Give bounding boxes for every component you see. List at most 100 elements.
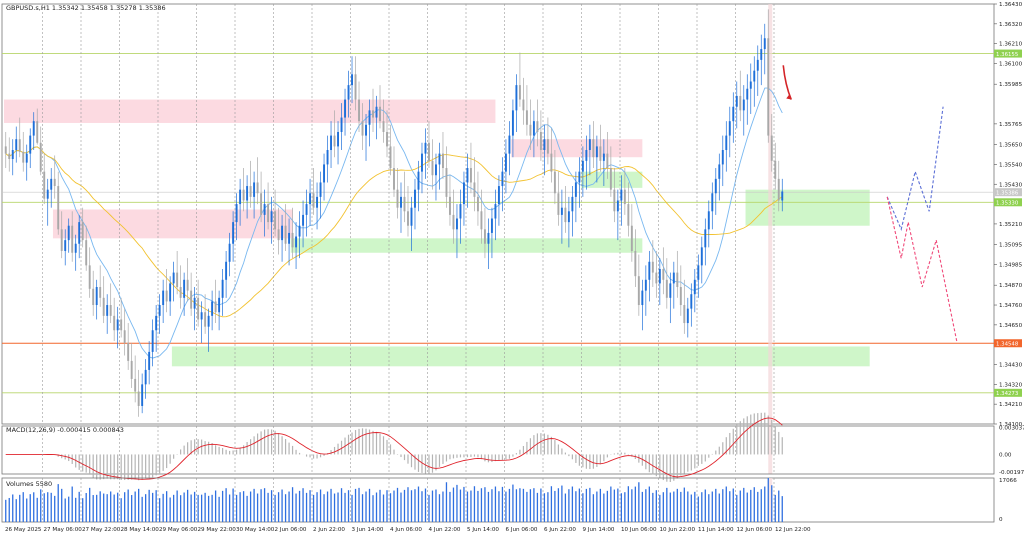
candle-body: [536, 121, 539, 132]
candle-body: [281, 225, 284, 241]
candle-body: [207, 315, 210, 327]
candle-body: [543, 139, 546, 151]
candle-body: [29, 135, 32, 154]
candle-body: [225, 261, 228, 280]
candle-body: [522, 99, 525, 111]
candle-body: [197, 297, 200, 320]
candle-body: [361, 121, 364, 136]
candle-body: [676, 272, 679, 288]
candle-body: [274, 211, 277, 230]
price-tick-label: 1.34985: [999, 262, 1023, 268]
candle-body: [634, 250, 637, 277]
candle-body: [235, 204, 238, 223]
price-tick-label: 1.35985: [999, 82, 1023, 88]
candle-body: [749, 81, 752, 89]
candle-body: [155, 315, 158, 331]
candle-body: [50, 178, 53, 190]
candle-body: [298, 225, 301, 237]
supply-zone: [52, 209, 293, 239]
time-tick-label: 29 May 22:00: [198, 527, 237, 533]
candle-body: [574, 182, 577, 197]
candle-body: [137, 391, 140, 406]
candle-body: [655, 272, 658, 284]
candle-body: [704, 229, 707, 248]
candle-body: [672, 272, 675, 284]
macd-pane: 0.003037 0.00 -0.001977: [1, 412, 1024, 482]
candle-body: [550, 153, 553, 172]
time-tick-label: 27 May 22:00: [82, 527, 121, 533]
candle-body: [609, 168, 612, 190]
candle-body: [403, 196, 406, 212]
candle-body: [396, 189, 399, 208]
volume-tick-label: 0: [999, 517, 1003, 523]
candle-body: [546, 139, 549, 154]
time-tick-label: 4 Jun 22:00: [429, 527, 461, 533]
candle-body: [557, 193, 560, 215]
candle-body: [337, 131, 339, 147]
candle-body: [718, 164, 721, 179]
candle-body: [648, 261, 651, 280]
price-tick-label: 1.34430: [999, 363, 1023, 369]
candle-body: [483, 229, 486, 244]
candle-body: [22, 151, 25, 163]
candle-body: [67, 225, 70, 241]
candle-body: [581, 160, 584, 172]
candle-body: [134, 378, 137, 392]
candle-body: [623, 189, 626, 205]
candle-body: [15, 139, 18, 151]
candle-body: [455, 218, 458, 230]
level-price-tag: [994, 188, 1022, 197]
candle-body: [641, 290, 644, 306]
candle-body: [249, 186, 252, 197]
candle-body: [679, 287, 682, 306]
volume-tick-label: 17066: [999, 478, 1017, 484]
demand-zone: [290, 238, 643, 253]
candle-body: [351, 74, 353, 86]
candle-body: [445, 168, 448, 197]
candle-body: [686, 308, 689, 324]
time-tick-label: 28 May 14:00: [121, 527, 160, 533]
candle-body: [319, 182, 322, 197]
macd-title: MACD(12,26,9) -0.000415 0.000843: [6, 426, 124, 434]
candle-body: [753, 70, 756, 82]
candle-body: [760, 49, 763, 60]
candle-body: [172, 272, 175, 284]
candle-body: [571, 196, 574, 212]
price-tick-label: 1.34760: [999, 303, 1023, 309]
time-tick-label: 26 May 2025: [5, 527, 42, 533]
candle-body: [358, 99, 360, 122]
candle-body: [700, 247, 703, 266]
candle-body: [218, 297, 221, 313]
candle-body: [585, 150, 588, 161]
price-tick-label: 1.35430: [999, 182, 1023, 188]
macd-pane-border: [1, 425, 995, 475]
candle-body: [232, 222, 235, 244]
candle-body: [756, 59, 759, 71]
candle-body: [382, 121, 385, 132]
candle-body: [4, 146, 7, 154]
candle-body: [323, 164, 326, 183]
candle-body: [428, 142, 430, 161]
candle-body: [711, 193, 714, 212]
candle-body: [567, 211, 570, 223]
candle-body: [511, 110, 514, 136]
candle-body: [368, 110, 371, 125]
time-tick-label: 6 Jun 22:00: [544, 527, 576, 533]
candle-body: [92, 288, 95, 306]
candle-body: [637, 276, 640, 306]
candle-body: [683, 305, 686, 324]
candle-body: [379, 106, 381, 122]
level-price-tag: [994, 388, 1022, 397]
candle-body: [277, 229, 280, 241]
price-pane-border: [1, 3, 995, 425]
supply-zone: [511, 139, 643, 158]
candle-body: [309, 193, 312, 205]
level-price-tag: [994, 49, 1022, 58]
candle-body: [595, 146, 598, 158]
price-tick-label: 1.36100: [999, 61, 1023, 67]
price-tick-label: 1.34650: [999, 323, 1023, 329]
candle-body: [767, 38, 770, 136]
candle-body: [18, 139, 21, 152]
candle-body: [148, 351, 151, 370]
